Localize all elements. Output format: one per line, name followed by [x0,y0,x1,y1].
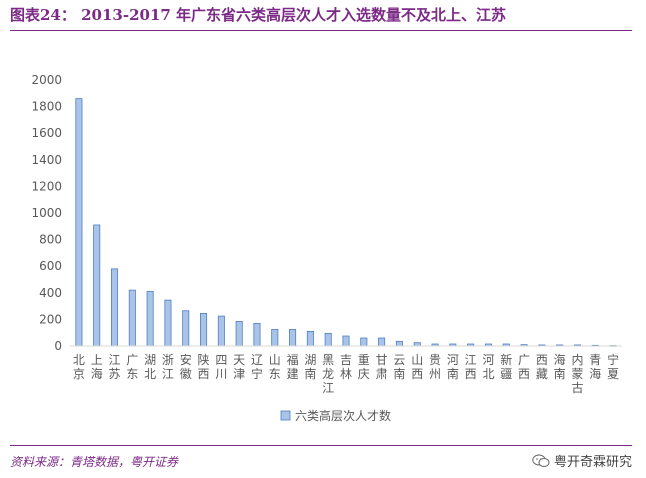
x-category-label: 重庆 [358,353,370,381]
x-category-label: 内蒙古 [571,353,583,395]
y-tick-label: 1600 [31,126,62,140]
x-axis-categories: 北京上海江苏广东湖北浙江安徽陕西四川天津辽宁山东福建湖南黑龙江吉林重庆甘肃云南山… [73,352,619,395]
x-category-label: 河北 [482,353,494,381]
y-tick-label: 400 [39,286,62,300]
x-category-label: 甘肃 [376,353,388,381]
y-tick-label: 0 [54,339,62,353]
x-category-label: 宁夏 [607,352,619,381]
footer-divider [10,445,632,446]
source-note: 资料来源：青塔数据，粤开证券 [10,455,179,469]
legend: 六类高层次人才数 [280,408,391,423]
bar [111,268,119,347]
bar [378,337,386,347]
y-tick-label: 1000 [31,206,62,220]
figure-title: 图表24： 2013-2017 年广东省六类高层次人才入选数量不及北上、江苏 [10,6,507,24]
bar [253,322,261,347]
bar [75,98,83,347]
bar [235,320,243,347]
bar [306,330,314,347]
bar-chart: 0 200 400 600 800 1000 1200 1400 1600 1800 2000 北京… [31,73,622,423]
x-category-label: 天津 [233,353,245,381]
x-category-label: 上海 [91,353,103,381]
x-category-label: 辽宁 [251,353,263,381]
x-category-label: 河南 [447,353,459,381]
y-tick-label: 200 [39,312,62,326]
brand-name: 粤开奇霖研究 [553,455,632,470]
y-tick-label: 1200 [31,179,62,193]
x-category-label: 福建 [287,352,299,381]
bar [93,224,101,347]
x-category-label: 陕西 [198,352,210,381]
bar [182,310,190,347]
y-tick-label: 2000 [31,73,62,87]
x-category-label: 西藏 [536,353,548,381]
x-category-label: 江西 [465,353,477,381]
bar [271,328,279,347]
y-tick-label: 1400 [31,153,62,167]
y-tick-label: 800 [39,233,62,247]
x-category-label: 湖北 [144,352,156,381]
x-category-label: 海南 [554,352,566,381]
bar-series [75,98,617,347]
x-category-label: 北京 [73,353,85,381]
bar [128,289,136,347]
x-category-label: 安徽 [180,352,192,381]
legend-label: 六类高层次人才数 [295,408,391,423]
legend-swatch [280,410,291,421]
x-category-label: 青海 [589,353,601,381]
bar [324,332,332,347]
x-category-label: 广东 [126,353,138,381]
x-category-label: 黑龙江 [322,353,334,395]
y-tick-label: 1800 [31,100,62,114]
bar [164,299,172,347]
x-category-label: 江苏 [109,353,121,381]
bar [395,340,403,347]
x-category-label: 新疆 [500,352,512,381]
x-category-label: 四川 [215,353,227,381]
y-axis-ticks: 0 200 400 600 800 1000 1200 1400 1600 1800 2000 [31,73,62,353]
x-category-label: 浙江 [162,353,174,381]
bar [200,313,208,347]
x-category-label: 山西 [411,353,423,381]
bar [146,291,154,347]
x-category-label: 吉林 [340,353,352,381]
bar [289,328,297,347]
bar [217,315,225,347]
x-category-label: 山东 [269,353,281,381]
y-tick-label: 600 [39,259,62,273]
wechat-icon [532,454,550,467]
x-category-label: 云南 [393,353,405,381]
brand-watermark: 粤开奇霖研究 [532,451,632,470]
x-category-label: 湖南 [304,352,316,381]
title-divider [10,30,632,31]
bar [360,337,368,347]
x-category-label: 贵州 [429,353,441,381]
bar [342,335,350,347]
x-category-label: 广西 [518,353,530,381]
